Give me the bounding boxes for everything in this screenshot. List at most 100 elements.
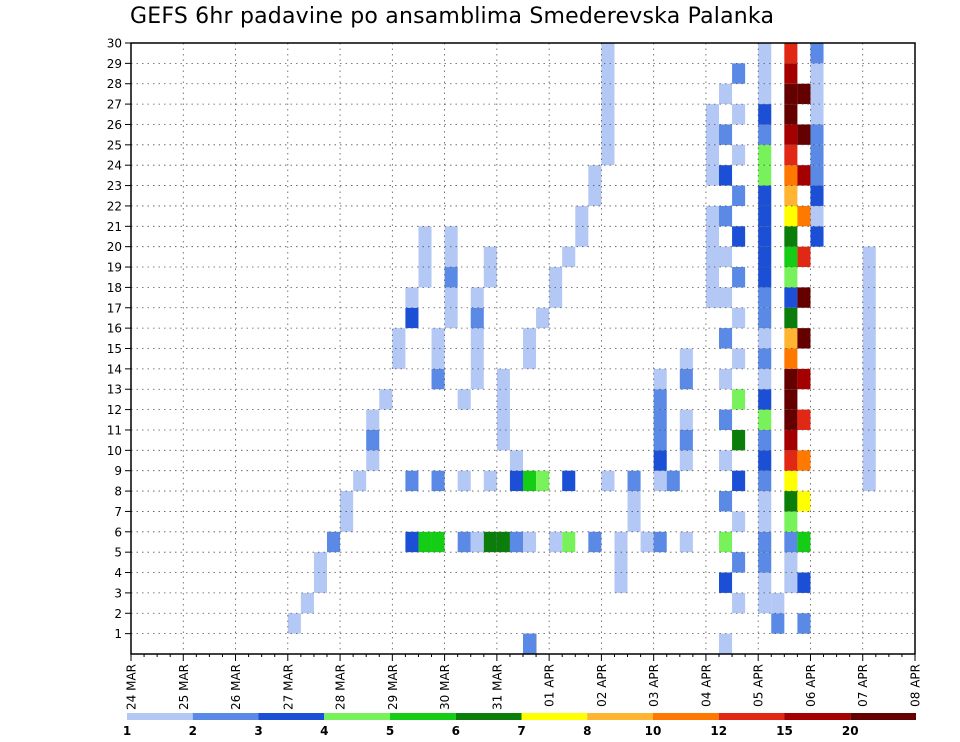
heatmap-cell [732, 470, 746, 492]
heatmap-cell [719, 124, 733, 145]
heatmap-cell [418, 246, 432, 268]
heatmap-cell [614, 552, 628, 573]
heatmap-cell [601, 124, 615, 145]
heatmap-cell [483, 531, 497, 553]
heatmap-cell [418, 226, 432, 247]
heatmap-cell [758, 470, 772, 492]
heatmap-cell [679, 368, 693, 390]
heatmap-cell [862, 470, 876, 492]
heatmap-cell [562, 531, 576, 553]
heatmap-cell [640, 531, 654, 553]
y-tick-label: 14 [107, 362, 122, 376]
heatmap-cell [588, 185, 602, 206]
heatmap-cell [549, 531, 563, 553]
heatmap-cell [719, 450, 733, 471]
colorbar-swatch [455, 713, 522, 720]
colorbar-swatch [258, 713, 325, 720]
heatmap-cell [758, 63, 772, 84]
heatmap-cell [601, 83, 615, 105]
heatmap-cell [797, 165, 811, 186]
colorbar-legend: 1 2 3 4 5 6 7 8 10 12 15 20 [123, 713, 916, 738]
colorbar-swatch [718, 713, 785, 720]
heatmap-cell [588, 165, 602, 186]
heatmap-cell [705, 246, 719, 268]
colorbar-swatch [192, 713, 259, 720]
heatmap-cell [601, 470, 615, 492]
heatmap-cell [758, 165, 772, 186]
heatmap-cell [862, 246, 876, 268]
heatmap-cell [862, 307, 876, 329]
heatmap-cell [653, 409, 667, 430]
heatmap-cell [732, 185, 746, 206]
y-tick-label: 13 [107, 383, 122, 397]
y-tick-label: 27 [107, 98, 122, 112]
heatmap-cell [719, 165, 733, 186]
colorbar-label: 10 [645, 724, 662, 738]
heatmap-cell [758, 572, 772, 593]
heatmap-cell [797, 124, 811, 145]
colorbar-label: 7 [517, 724, 525, 738]
heatmap-cell [431, 368, 445, 390]
heatmap-cell [784, 246, 798, 268]
heatmap-cell [496, 368, 510, 390]
heatmap-cell [784, 104, 798, 125]
y-tick-label: 25 [107, 138, 122, 152]
y-tick-label: 5 [114, 546, 122, 560]
heatmap-cell [732, 389, 746, 410]
heatmap-cell [784, 470, 798, 492]
heatmap-cell [366, 450, 380, 471]
heatmap-cell [797, 491, 811, 512]
heatmap-cell [523, 348, 537, 369]
heatmap-cell [758, 389, 772, 410]
colorbar-label: 3 [254, 724, 262, 738]
heatmap-cell [784, 43, 798, 64]
heatmap-cell [797, 287, 811, 308]
colorbar-label: 20 [842, 724, 859, 738]
heatmap-cell [562, 246, 576, 268]
x-tick-label: 24 MAR [125, 664, 139, 710]
colorbar-swatch [390, 713, 456, 720]
heatmap-cell [666, 470, 680, 492]
heatmap-cell [732, 592, 746, 614]
x-tick-label: 29 MAR [386, 664, 400, 710]
heatmap-cell [313, 572, 327, 593]
heatmap-cell [784, 552, 798, 573]
heatmap-cell [431, 470, 445, 492]
heatmap-cell [758, 511, 772, 532]
colorbar-label: 8 [583, 724, 591, 738]
y-tick-label: 26 [107, 118, 122, 132]
heatmap-cell [758, 287, 772, 308]
heatmap-cell [653, 429, 667, 451]
heatmap-cell [653, 531, 667, 553]
heatmap-cell [562, 470, 576, 492]
heatmap-cell [431, 328, 445, 349]
heatmap-cell [353, 470, 367, 492]
heatmap-cell [470, 368, 484, 390]
heatmap-cell [797, 613, 811, 634]
heatmap-cell [719, 287, 733, 308]
colorbar-swatch [653, 713, 719, 720]
heatmap-cell [758, 104, 772, 125]
heatmap-cell [758, 185, 772, 206]
heatmap-cell [679, 348, 693, 369]
heatmap-cell [719, 246, 733, 268]
grid-lines [131, 43, 915, 654]
x-tick-label: 28 MAR [334, 664, 348, 710]
heatmap-cell [810, 104, 824, 125]
heatmap-cell [705, 104, 719, 125]
x-tick-label: 25 MAR [177, 664, 191, 710]
heatmap-cell [758, 267, 772, 288]
heatmap-cell [496, 531, 510, 553]
heatmap-cell [313, 552, 327, 573]
heatmap-cell [523, 531, 537, 553]
heatmap-cell [784, 572, 798, 593]
heatmap-cell [392, 328, 406, 349]
heatmap-cell [444, 307, 458, 329]
heatmap-cell [797, 246, 811, 268]
heatmap-cell [575, 205, 589, 227]
heatmap-cell [758, 307, 772, 329]
heatmap-cell [784, 287, 798, 308]
x-tick-label: 05 APR [752, 664, 766, 707]
heatmap-cell [719, 409, 733, 430]
heatmap-cell [496, 389, 510, 410]
